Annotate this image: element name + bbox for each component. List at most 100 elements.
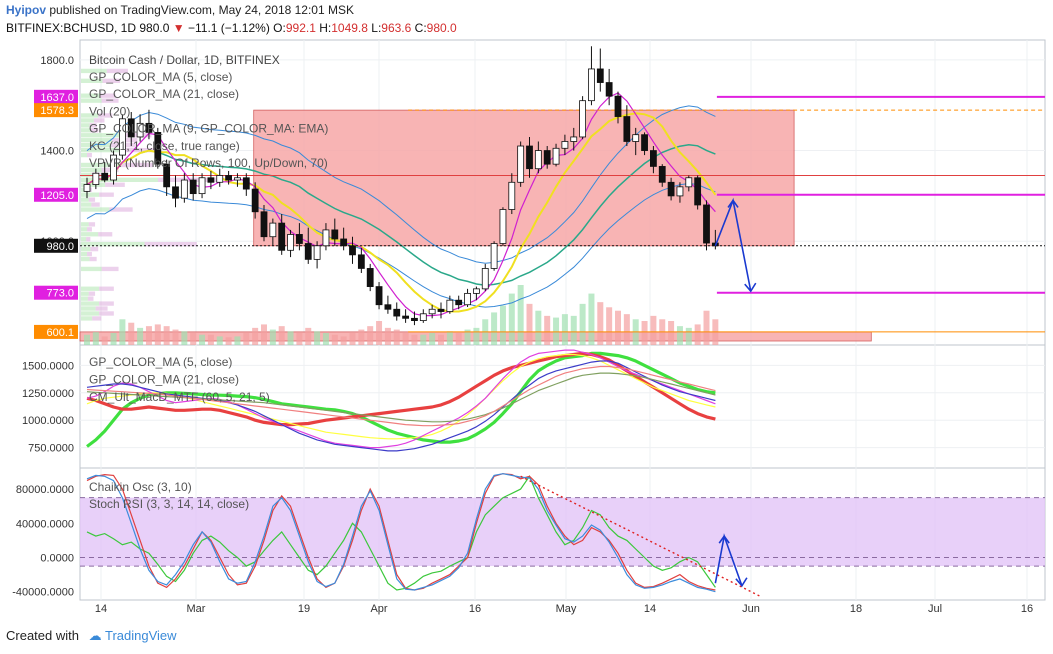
x-tick: Jul: [928, 603, 942, 615]
x-tick: Mar: [187, 603, 206, 615]
candle-body: [322, 229, 330, 247]
open-value: 992.1: [285, 21, 316, 35]
close-value: 980.0: [426, 21, 457, 35]
vpvr-up-bar: [81, 98, 102, 103]
vpvr-down-bar: [92, 316, 102, 321]
price-label-text: 600.1: [46, 327, 74, 339]
candle-body: [614, 95, 622, 117]
vpvr-up-bar: [81, 286, 100, 291]
volume-bar: [269, 329, 276, 345]
candle-body: [419, 313, 427, 321]
volume-bar: [322, 333, 329, 345]
candle-body: [101, 172, 109, 181]
volume-bar: [225, 337, 232, 345]
volume-bar: [296, 333, 303, 345]
projection-arrowhead: [727, 199, 739, 208]
macd-series-0: [86, 351, 716, 448]
vpvr-up-bar: [81, 167, 102, 173]
vpvr-up-bar: [81, 301, 100, 306]
candle-body: [623, 116, 631, 142]
vpvr-down-bar: [124, 147, 160, 153]
ma-9-ema-line: [86, 112, 717, 313]
candle-body: [189, 179, 197, 195]
volume-bar: [92, 332, 99, 345]
author-name[interactable]: Hyipov: [6, 3, 47, 17]
volume-bar: [517, 285, 524, 345]
last-price: 980.0: [139, 21, 170, 35]
vpvr-up-bar: [81, 128, 91, 133]
price-label-box: [34, 238, 78, 253]
volume-bar: [420, 334, 427, 345]
vpvr-up-bar: [81, 246, 91, 252]
candle-body: [349, 245, 356, 256]
vpvr-down-bar: [93, 118, 105, 123]
volume-bar: [349, 333, 356, 345]
vpvr-down-bar: [87, 296, 94, 301]
x-tick: 19: [298, 603, 310, 615]
candle-body: [242, 177, 250, 190]
vpvr-down-bar: [90, 246, 99, 252]
x-tick: 14: [644, 603, 656, 615]
created-with-label: Created with: [6, 628, 79, 643]
candle-body: [517, 145, 525, 183]
volume-bar: [597, 302, 604, 345]
candle-body: [172, 186, 179, 199]
candle-body: [676, 186, 684, 197]
candle-body: [570, 136, 578, 142]
vpvr-down-bar: [87, 251, 92, 257]
candle-body: [411, 317, 418, 321]
candle-body: [402, 315, 410, 319]
price-label-box: [34, 187, 78, 202]
tradingview-link[interactable]: TradingView: [105, 628, 177, 643]
vpvr-down-bar: [99, 192, 114, 197]
indicator-legend: GP_COLOR_MA (21, close): [89, 87, 239, 101]
candle-body: [641, 134, 648, 151]
price-change: −11.1 (−1.12%): [187, 21, 270, 35]
candle-body: [596, 68, 604, 83]
candle-body: [287, 234, 294, 251]
volume-bar: [393, 329, 400, 345]
vpvr-up-bar: [81, 113, 99, 118]
tradingview-logo-icon[interactable]: ☁: [88, 628, 102, 643]
y-tick-macd-0: 1500.0000: [22, 360, 74, 372]
candle-body: [119, 118, 126, 156]
volume-bar: [623, 314, 630, 345]
vpvr-up-bar: [81, 266, 102, 272]
vpvr-down-bar: [95, 306, 108, 311]
volume-bar: [314, 331, 321, 345]
y-tick-macd-1: 1250.0000: [22, 388, 74, 400]
candle-body: [154, 132, 162, 165]
candle-body: [455, 299, 463, 306]
candle-body: [499, 209, 507, 244]
vpvr-up-bar: [81, 316, 93, 321]
candle-body: [632, 134, 640, 142]
candle-body: [393, 308, 401, 317]
vpvr-down-bar: [88, 291, 96, 296]
vpvr-up-bar: [81, 306, 96, 311]
y-tick-price-0: 1800.0: [40, 55, 74, 67]
vpvr-down-bar: [102, 78, 121, 83]
macd-series-6: [86, 365, 716, 427]
macd-legend: GP_COLOR_MA (21, close): [89, 373, 239, 387]
volume-bar: [473, 327, 480, 345]
volume-bar: [499, 305, 506, 345]
y-tick-macd-2: 1000.0000: [22, 415, 74, 427]
vpvr-down-bar: [99, 93, 116, 98]
volume-bar: [181, 331, 188, 345]
vpvr-up-bar: [81, 237, 87, 242]
volume-bar: [703, 310, 710, 345]
vpvr-up-bar: [81, 296, 88, 301]
volume-bar: [491, 312, 498, 345]
pane-1-frame: [79, 39, 1046, 346]
candle-body: [428, 308, 436, 315]
footer: Created with ☁ TradingView: [6, 628, 177, 644]
vpvr-up-bar: [81, 143, 112, 148]
vpvr-up-bar: [81, 291, 89, 296]
macd-legend: CM_Ult_MacD_MTF (60, 5, 21, 5): [89, 390, 270, 404]
osc-legend: Chaikin Osc (3, 10): [89, 480, 192, 494]
candle-body: [667, 181, 675, 197]
candle-body: [481, 268, 489, 290]
vpvr-up-bar: [81, 242, 145, 247]
vpvr-down-bar: [101, 167, 119, 173]
